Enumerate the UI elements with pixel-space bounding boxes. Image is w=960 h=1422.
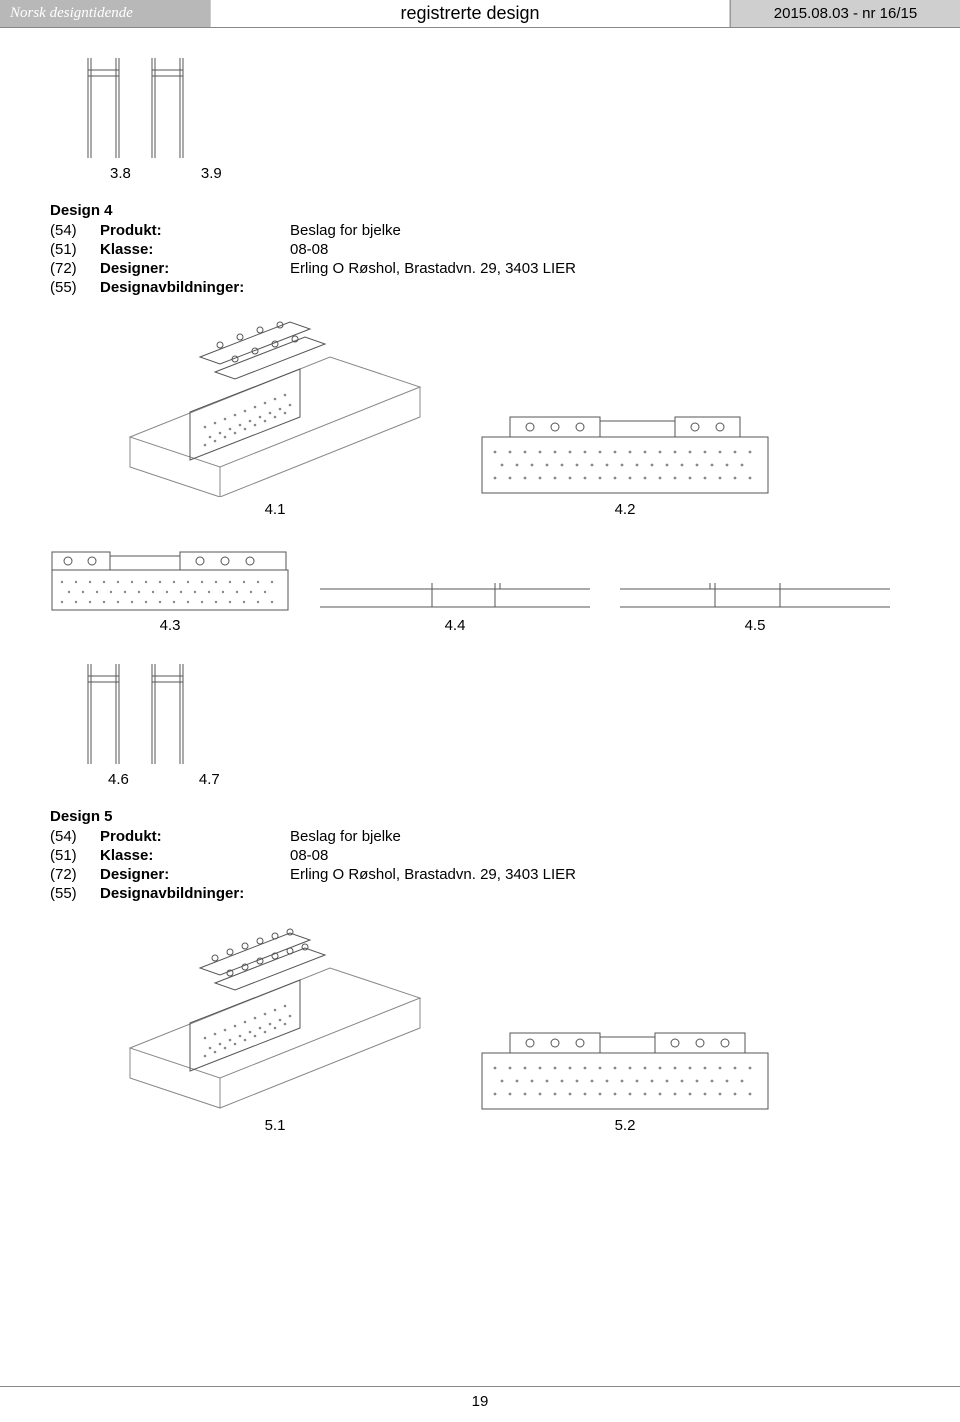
figure-caption: 4.3 [160,617,181,634]
caption-row-4-6-7: 4.6 4.7 [108,771,920,788]
header-section-title: registrerte design [210,0,730,27]
figure-row-4-3-4-5: 4.3 4.4 [50,548,920,634]
table-row: (54) Produkt: Beslag for bjelke [50,827,582,846]
figure-caption: 4.1 [265,501,286,518]
figure-caption: 3.9 [201,165,222,182]
field-code: (55) [50,884,100,903]
figure-row-5-1-2: 5.1 [120,923,920,1134]
figure-5-1: 5.1 [120,923,430,1134]
figure-4-1-svg [120,317,430,497]
figure-caption: 5.1 [265,1117,286,1134]
figure-caption: 4.6 [108,771,129,788]
design-4-title: Design 4 [50,202,920,219]
table-row: (72) Designer: Erling O Røshol, Brastadv… [50,865,582,884]
page-content: 3.8 3.9 Design 4 (54) Produkt: Beslag fo… [0,28,960,1134]
field-value: 08-08 [290,846,582,865]
table-row: (54) Produkt: Beslag for bjelke [50,221,582,240]
field-code: (54) [50,221,100,240]
figure-4-4: 4.4 [320,583,590,634]
field-code: (51) [50,846,100,865]
figure-3-8-3-9 [80,58,200,158]
figure-4-5-svg [620,583,890,613]
page-footer: 19 [0,1386,960,1410]
design-5-table: (54) Produkt: Beslag for bjelke (51) Kla… [50,827,582,903]
figure-4-3: 4.3 [50,548,290,634]
caption-row-top: 3.8 3.9 [110,165,920,182]
design-4-block: Design 4 (54) Produkt: Beslag for bjelke… [50,202,920,297]
figure-4-3-svg [50,548,290,613]
figure-5-2-svg [480,1023,770,1113]
field-code: (54) [50,827,100,846]
figure-4-6-4-7-svg [80,664,200,764]
field-label: Klasse: [100,240,290,259]
figure-row-4-6-7: 4.6 4.7 [80,664,920,788]
field-code: (72) [50,259,100,278]
field-label: Produkt: [100,221,290,240]
figure-caption: 3.8 [110,165,131,182]
field-value: Erling O Røshol, Brastadvn. 29, 3403 LIE… [290,259,582,278]
figure-caption: 4.2 [615,501,636,518]
figure-4-4-svg [320,583,590,613]
figure-caption: 5.2 [615,1117,636,1134]
figure-4-1: 4.1 [120,317,430,518]
field-value: 08-08 [290,240,582,259]
page: Norsk designtidende registrerte design 2… [0,0,960,1422]
table-row: (55) Designavbildninger: [50,278,582,297]
figure-caption: 4.7 [199,771,220,788]
header-publication: Norsk designtidende [0,0,210,27]
field-value [290,884,582,903]
field-value: Erling O Røshol, Brastadvn. 29, 3403 LIE… [290,865,582,884]
field-code: (55) [50,278,100,297]
field-value: Beslag for bjelke [290,827,582,846]
field-label: Klasse: [100,846,290,865]
design-5-block: Design 5 (54) Produkt: Beslag for bjelke… [50,808,920,903]
field-code: (72) [50,865,100,884]
figure-caption: 4.5 [745,617,766,634]
field-label: Produkt: [100,827,290,846]
design-5-title: Design 5 [50,808,920,825]
figure-5-2: 5.2 [480,1023,770,1134]
figure-4-2-svg [480,407,770,497]
field-value: Beslag for bjelke [290,221,582,240]
page-number: 19 [472,1393,489,1410]
figure-4-2: 4.2 [480,407,770,518]
figure-caption: 4.4 [445,617,466,634]
table-row: (72) Designer: Erling O Røshol, Brastadv… [50,259,582,278]
figure-row-4-1-2: 4.1 [120,317,920,518]
field-label: Designavbildninger: [100,278,290,297]
table-row: (55) Designavbildninger: [50,884,582,903]
field-label: Designavbildninger: [100,884,290,903]
table-row: (51) Klasse: 08-08 [50,240,582,259]
header-issue: 2015.08.03 - nr 16/15 [730,0,960,27]
design-4-table: (54) Produkt: Beslag for bjelke (51) Kla… [50,221,582,297]
field-label: Designer: [100,865,290,884]
page-header: Norsk designtidende registrerte design 2… [0,0,960,28]
figure-4-5: 4.5 [620,583,890,634]
field-value [290,278,582,297]
field-label: Designer: [100,259,290,278]
table-row: (51) Klasse: 08-08 [50,846,582,865]
figure-5-1-svg [120,923,430,1113]
field-code: (51) [50,240,100,259]
